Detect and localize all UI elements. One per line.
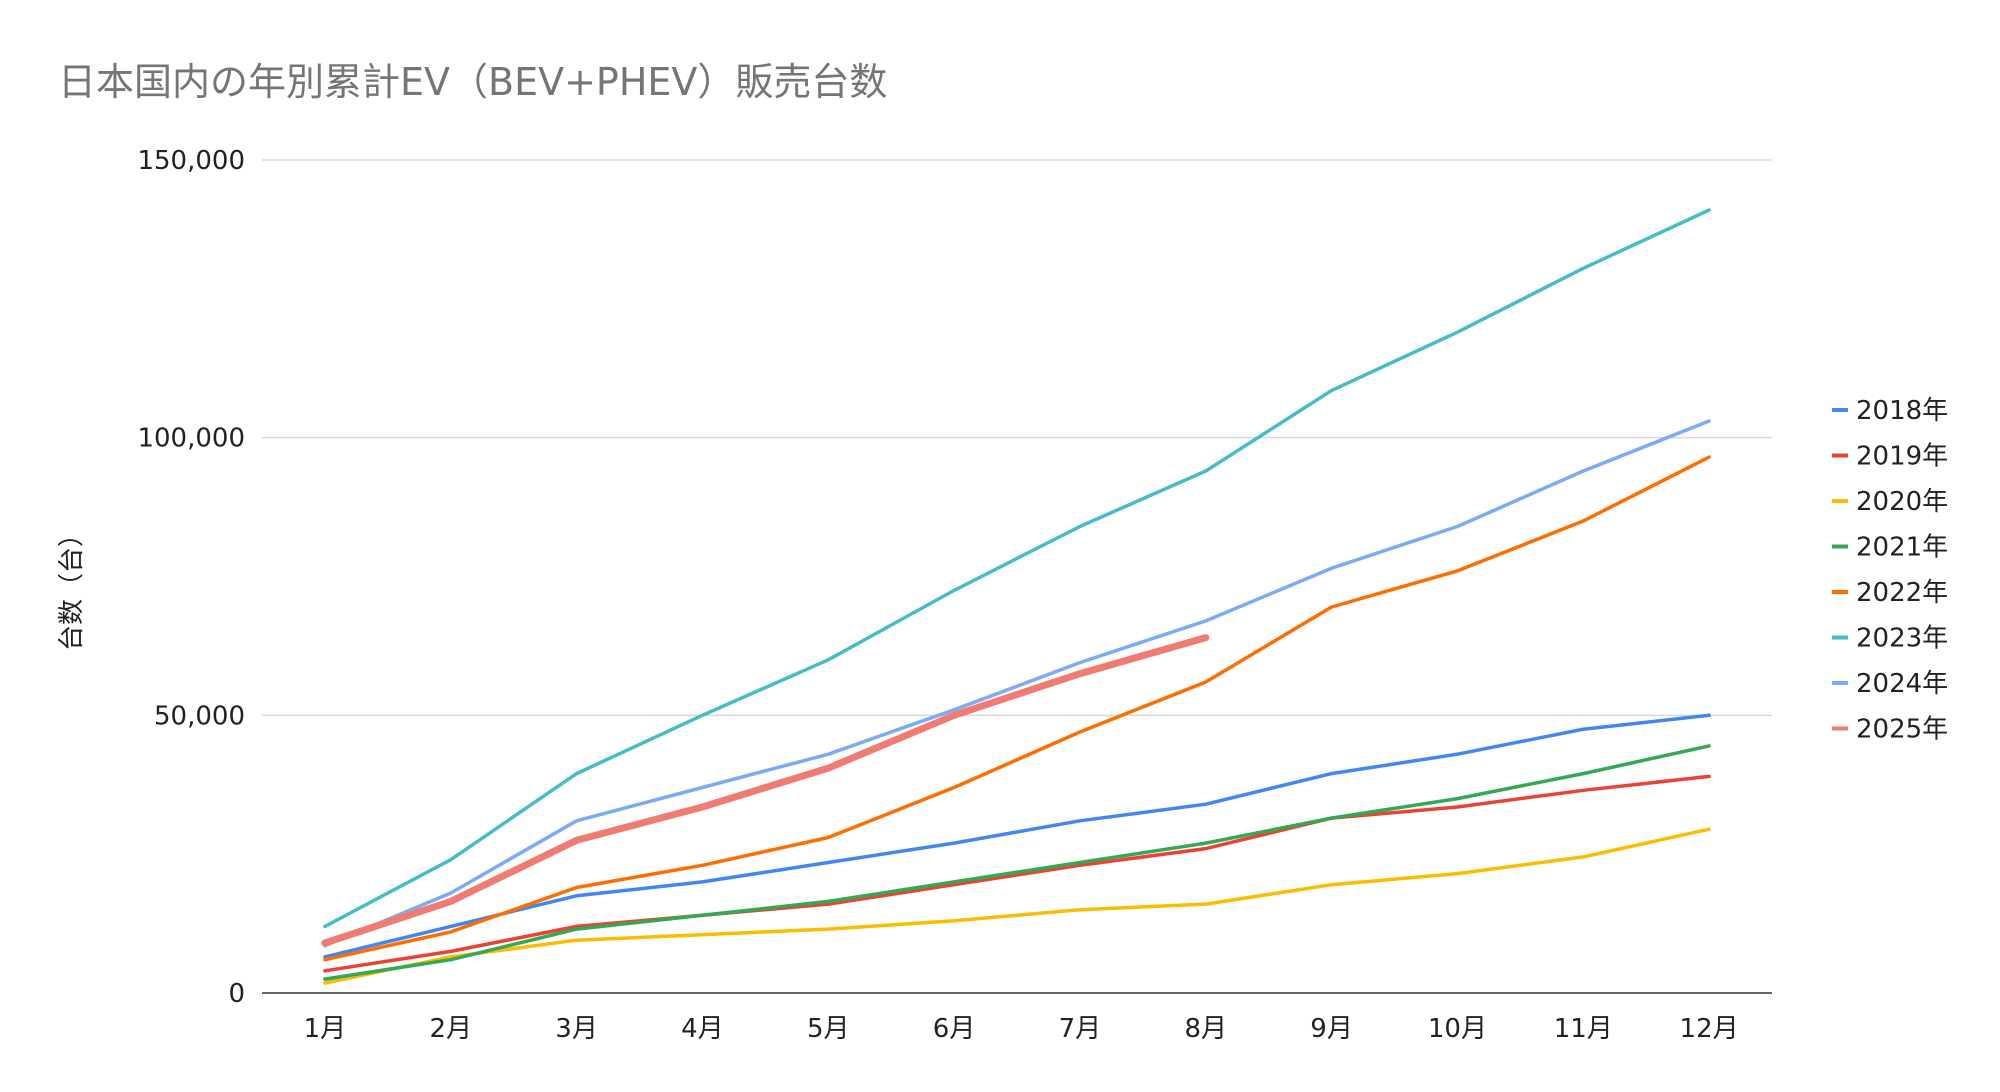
y-tick-label: 100,000 bbox=[137, 424, 245, 454]
x-tick-label: 11月 bbox=[1554, 1014, 1613, 1044]
x-tick-label: 1月 bbox=[304, 1014, 347, 1044]
y-tick-label: 150,000 bbox=[137, 146, 245, 176]
series-line-2024年 bbox=[323, 419, 1711, 948]
x-tick-label: 2月 bbox=[429, 1014, 472, 1044]
legend-label: 2025年 bbox=[1856, 715, 1948, 745]
legend-label: 2024年 bbox=[1856, 669, 1948, 699]
y-tick-label: 50,000 bbox=[154, 701, 245, 731]
legend-item: 2025年 bbox=[1832, 715, 1948, 745]
legend-item: 2021年 bbox=[1832, 533, 1948, 563]
x-tick-label: 3月 bbox=[555, 1014, 598, 1044]
legend: 2018年 2019年 2020年 2021年 2022年 2023年 2024年 2025年 bbox=[1832, 396, 1948, 745]
gridlines bbox=[262, 159, 1772, 994]
legend-item: 2019年 bbox=[1832, 442, 1948, 472]
series-line-2023年 bbox=[323, 208, 1711, 929]
y-axis-label: 台数（台） bbox=[57, 521, 87, 651]
series-line-2019年 bbox=[323, 774, 1711, 973]
x-tick-label: 8月 bbox=[1184, 1014, 1227, 1044]
legend-label: 2019年 bbox=[1856, 442, 1948, 472]
series-line-2025年 bbox=[321, 634, 1210, 947]
x-tick-label: 5月 bbox=[807, 1014, 850, 1044]
legend-item: 2018年 bbox=[1832, 396, 1948, 426]
y-tick-label: 0 bbox=[228, 979, 245, 1009]
x-tick-label: 9月 bbox=[1310, 1014, 1353, 1044]
legend-label: 2023年 bbox=[1856, 624, 1948, 654]
legend-item: 2020年 bbox=[1832, 487, 1948, 517]
x-tick-label: 12月 bbox=[1680, 1014, 1739, 1044]
x-axis-ticks: 1月 2月 3月 4月 5月 6月 7月 8月 9月 10月 11月 12月 bbox=[304, 1014, 1739, 1044]
x-tick-label: 4月 bbox=[681, 1014, 724, 1044]
legend-label: 2020年 bbox=[1856, 487, 1948, 517]
series-line-2018年 bbox=[323, 713, 1711, 959]
legend-label: 2018年 bbox=[1856, 396, 1948, 426]
x-tick-label: 10月 bbox=[1428, 1014, 1487, 1044]
legend-label: 2022年 bbox=[1856, 578, 1948, 608]
series-line-2021年 bbox=[323, 744, 1711, 981]
series-line-2020年 bbox=[323, 827, 1711, 985]
chart-title: 日本国内の年別累計EV（BEV+PHEV）販売台数 bbox=[58, 60, 887, 104]
series-lines bbox=[321, 208, 1711, 985]
legend-item: 2024年 bbox=[1832, 669, 1948, 699]
x-tick-label: 7月 bbox=[1059, 1014, 1102, 1044]
legend-label: 2021年 bbox=[1856, 533, 1948, 563]
legend-item: 2023年 bbox=[1832, 624, 1948, 654]
legend-item: 2022年 bbox=[1832, 578, 1948, 608]
y-axis-ticks: 0 50,000 100,000 150,000 bbox=[137, 146, 245, 1009]
series-line-2022年 bbox=[323, 455, 1711, 962]
x-tick-label: 6月 bbox=[933, 1014, 976, 1044]
